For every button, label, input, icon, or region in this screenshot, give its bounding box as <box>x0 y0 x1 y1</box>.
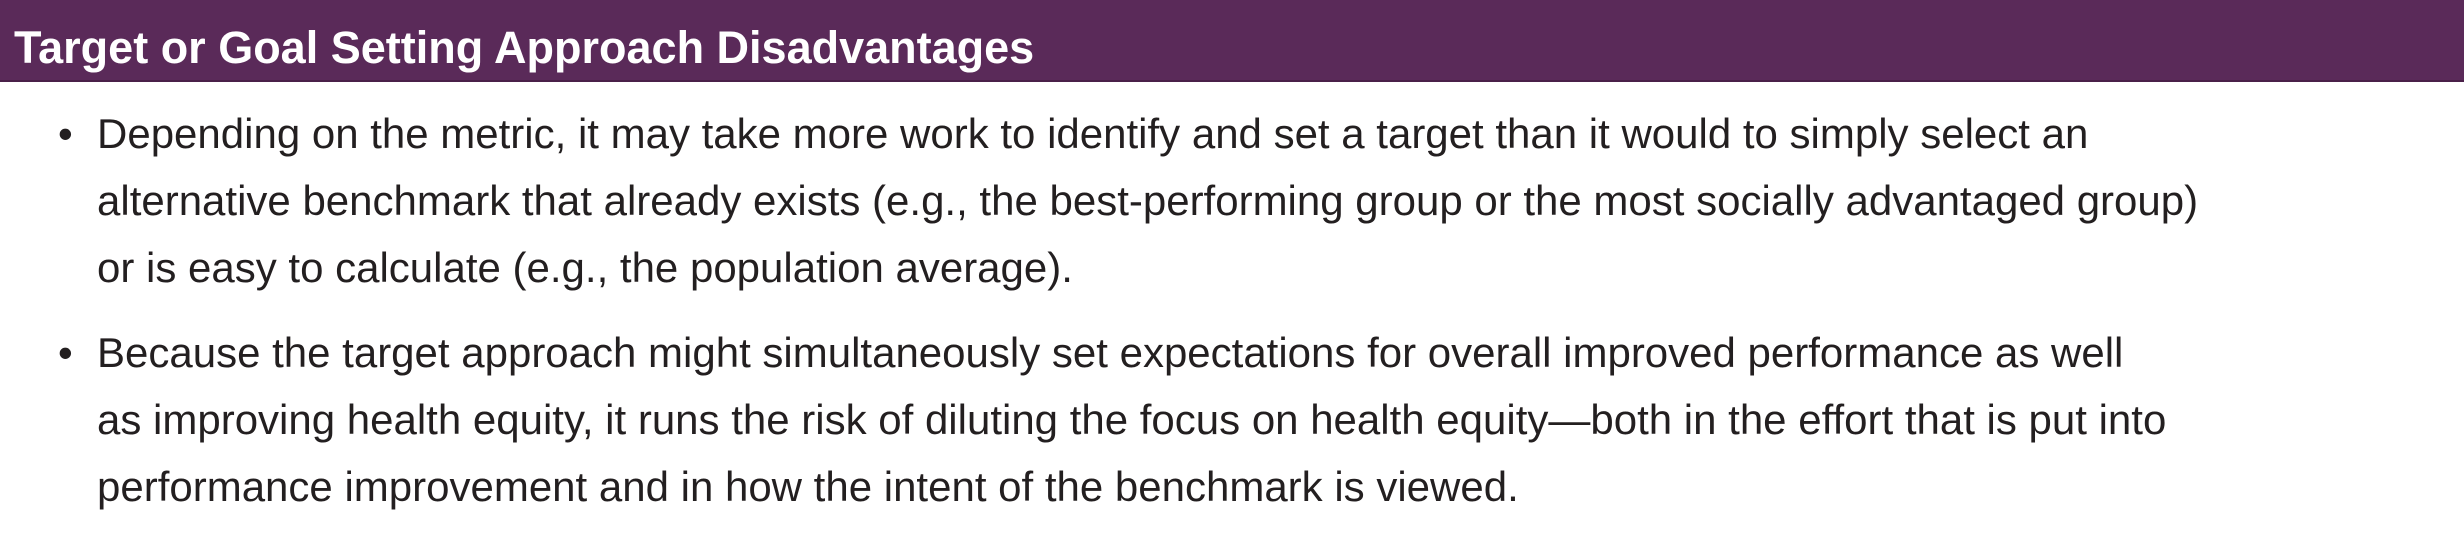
bullet-icon: • <box>58 329 73 376</box>
list-item-line: performance improvement and in how the i… <box>97 463 1519 510</box>
disadvantages-list: • Depending on the metric, it may take m… <box>0 100 2464 538</box>
list-item-line: or is easy to calculate (e.g., the popul… <box>97 244 1073 291</box>
list-item-line: as improving health equity, it runs the … <box>97 396 2167 443</box>
bullet-icon: • <box>58 110 73 157</box>
section-title: Target or Goal Setting Approach Disadvan… <box>14 22 1035 73</box>
list-item: • Because the target approach might simu… <box>0 319 2464 520</box>
section-header: Target or Goal Setting Approach Disadvan… <box>0 0 2464 82</box>
list-item-line: alternative benchmark that already exist… <box>97 177 2199 224</box>
list-item-line: Because the target approach might simult… <box>97 329 2124 376</box>
list-item: • Depending on the metric, it may take m… <box>0 100 2464 301</box>
list-item-line: Depending on the metric, it may take mor… <box>97 110 2089 157</box>
